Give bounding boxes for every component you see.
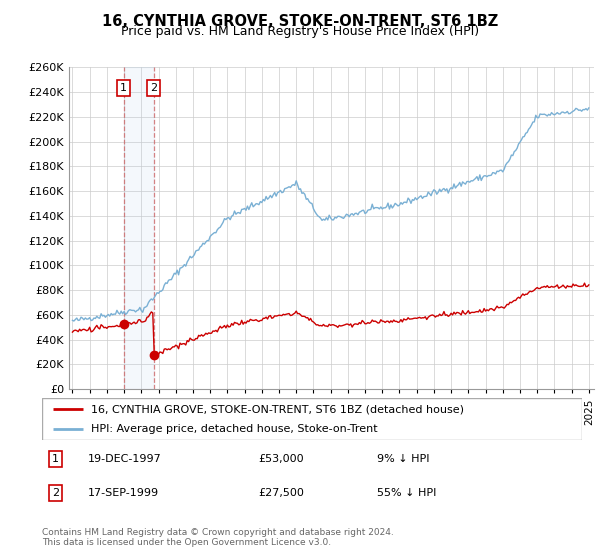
Text: £27,500: £27,500 bbox=[258, 488, 304, 498]
Text: 2: 2 bbox=[52, 488, 59, 498]
Text: Price paid vs. HM Land Registry's House Price Index (HPI): Price paid vs. HM Land Registry's House … bbox=[121, 25, 479, 38]
Text: 16, CYNTHIA GROVE, STOKE-ON-TRENT, ST6 1BZ (detached house): 16, CYNTHIA GROVE, STOKE-ON-TRENT, ST6 1… bbox=[91, 404, 464, 414]
Text: HPI: Average price, detached house, Stoke-on-Trent: HPI: Average price, detached house, Stok… bbox=[91, 424, 377, 434]
Text: £53,000: £53,000 bbox=[258, 454, 304, 464]
Text: 2: 2 bbox=[150, 83, 157, 94]
Text: Contains HM Land Registry data © Crown copyright and database right 2024.
This d: Contains HM Land Registry data © Crown c… bbox=[42, 528, 394, 547]
Text: 16, CYNTHIA GROVE, STOKE-ON-TRENT, ST6 1BZ: 16, CYNTHIA GROVE, STOKE-ON-TRENT, ST6 1… bbox=[102, 14, 498, 29]
Text: 55% ↓ HPI: 55% ↓ HPI bbox=[377, 488, 436, 498]
FancyBboxPatch shape bbox=[42, 398, 582, 440]
Text: 19-DEC-1997: 19-DEC-1997 bbox=[88, 454, 161, 464]
Text: 17-SEP-1999: 17-SEP-1999 bbox=[88, 488, 159, 498]
Text: 1: 1 bbox=[52, 454, 59, 464]
Bar bbox=[124, 67, 154, 389]
Text: 9% ↓ HPI: 9% ↓ HPI bbox=[377, 454, 430, 464]
Text: 1: 1 bbox=[120, 83, 127, 94]
